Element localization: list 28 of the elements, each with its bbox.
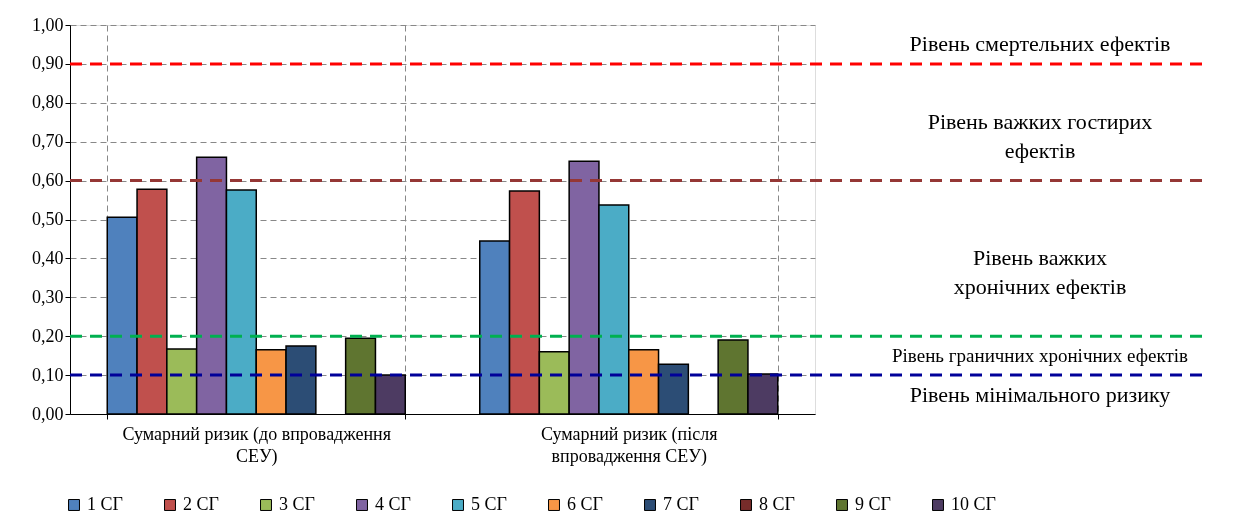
text: Рівень смертельних ефектів [909,31,1171,57]
y-tick-label: 0,30 [32,286,64,307]
legend-label: 9 СГ [855,494,891,514]
y-tick-label: 0,50 [32,209,64,229]
legend-label: 5 СГ [471,494,507,514]
y-tick-label: 0,20 [32,325,64,346]
y-tick-label: 0,40 [32,247,64,268]
legend-label: 10 СГ [951,494,996,514]
text: Рівень важких хронічних ефектів [953,245,1127,299]
y-tick-label: 1,00 [32,14,64,35]
legend-label: 8 СГ [759,494,795,514]
legend-label: 7 СГ [663,494,699,514]
y-tick-label: 0,70 [32,131,64,152]
legend-label: 3 СГ [279,494,315,514]
legend-label: 2 СГ [183,494,219,514]
y-tick-label: 0,00 [32,403,64,424]
text: Рівень важких гостирих ефектів [927,109,1153,163]
legend-label: 6 СГ [567,494,603,514]
x-tick-label: Сумарний ризик (після впровадження СЕУ) [541,423,718,467]
x-tick-label: Сумарний ризик (до впровадження СЕУ) [122,423,392,467]
legend-label: 1 СГ [87,494,123,514]
y-tick-label: 0,60 [32,170,64,191]
text: Рівень мінімального ризику [909,381,1171,407]
y-tick-label: 0,80 [32,92,64,113]
y-tick-label: 0,90 [32,53,64,74]
y-tick-label: 0,10 [32,364,64,385]
text: Рівень граничних хронічних ефектів [892,344,1188,366]
legend-label: 4 СГ [375,494,411,514]
